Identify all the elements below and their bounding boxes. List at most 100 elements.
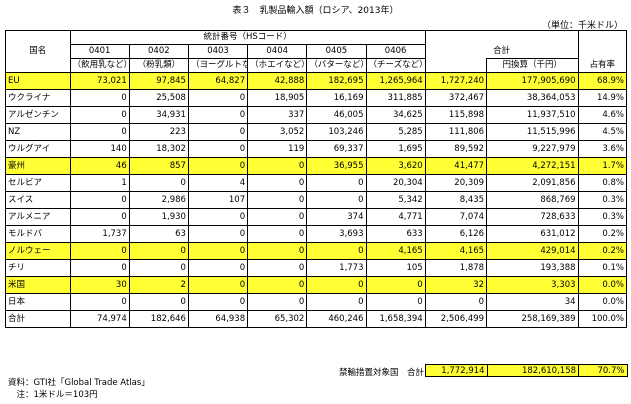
table-row: 日本 0 0 0 0 0 0 0 34 0.0% xyxy=(5,293,628,311)
unit-label: （単位：千米ドル） xyxy=(541,21,623,31)
table-row: EU 73,021 97,845 64,827 42,888 182,695 1,265,9… xyxy=(5,72,628,90)
desc-0403: （ヨーグルトなど） xyxy=(187,58,249,73)
share-cell: 0.2% xyxy=(577,242,628,260)
value-cell: 1,695 xyxy=(365,140,426,158)
value-cell: 18,905 xyxy=(247,89,308,107)
embargo-total: 1,772,914 xyxy=(425,364,488,377)
country-cell: NZ xyxy=(5,123,71,141)
value-cell: 311,885 xyxy=(365,89,426,107)
value-cell: 140 xyxy=(69,140,130,158)
yen-cell: 258,169,389 xyxy=(486,310,579,328)
value-cell: 0 xyxy=(128,242,189,260)
value-cell: 1,265,964 xyxy=(365,72,426,90)
total-cell: 8,435 xyxy=(424,191,488,209)
value-cell: 4,165 xyxy=(365,242,426,260)
value-cell: 0 xyxy=(187,157,249,175)
code-0403: 0403 xyxy=(187,44,249,59)
country-cell: ウルグアイ xyxy=(5,140,71,158)
value-cell: 30 xyxy=(69,276,130,294)
country-cell: ウクライナ xyxy=(5,89,71,107)
table-row: ウルグアイ 140 18,302 0 119 69,337 1,695 89,592 9,227… xyxy=(5,140,628,158)
yen-cell: 38,364,053 xyxy=(486,89,579,107)
desc-0405: （バターなど） xyxy=(306,58,367,73)
share-cell: 4.6% xyxy=(577,106,628,124)
value-cell: 42,888 xyxy=(247,72,308,90)
value-cell: 73,021 xyxy=(69,72,130,90)
value-cell: 0 xyxy=(247,157,308,175)
code-0401: 0401 xyxy=(69,44,130,59)
share-header-spacer xyxy=(577,30,628,45)
table-title: 表３ 乳製品輸入額（ロシア、2013年） xyxy=(232,6,399,16)
total-cell: 4,165 xyxy=(424,242,488,260)
value-cell: 0 xyxy=(247,293,308,311)
value-cell: 0 xyxy=(69,293,130,311)
value-cell: 633 xyxy=(365,225,426,243)
value-cell: 64,827 xyxy=(187,72,249,90)
value-cell: 374 xyxy=(306,208,367,226)
country-cell: 合計 xyxy=(5,310,71,328)
value-cell: 69,337 xyxy=(306,140,367,158)
value-cell: 1,773 xyxy=(306,259,367,277)
embargo-yen: 182,610,158 xyxy=(486,364,580,377)
value-cell: 119 xyxy=(247,140,308,158)
rate-note: 注：1米ドル＝103円 xyxy=(8,390,98,400)
country-cell: 日本 xyxy=(5,293,71,311)
value-cell: 36,955 xyxy=(306,157,367,175)
value-cell: 0 xyxy=(187,225,249,243)
value-cell: 0 xyxy=(69,208,130,226)
share-cell: 4.5% xyxy=(577,123,628,141)
value-cell: 20,304 xyxy=(365,174,426,192)
notes: 資料：GTI社「Global Trade Atlas」 注：1米ドル＝103円 xyxy=(8,377,150,401)
share-cell: 0.3% xyxy=(577,208,628,226)
value-cell: 105 xyxy=(365,259,426,277)
total-usd-header-blank xyxy=(424,58,488,73)
yen-cell: 3,303 xyxy=(486,276,579,294)
value-cell: 223 xyxy=(128,123,189,141)
value-cell: 0 xyxy=(247,225,308,243)
value-cell: 0 xyxy=(365,293,426,311)
value-cell: 0 xyxy=(187,276,249,294)
country-cell: スイス xyxy=(5,191,71,209)
value-cell: 5,342 xyxy=(365,191,426,209)
table-body: EU 73,021 97,845 64,827 42,888 182,695 1,265,9… xyxy=(5,72,628,328)
yen-cell: 728,633 xyxy=(486,208,579,226)
value-cell: 0 xyxy=(187,293,249,311)
total-cell: 0 xyxy=(424,293,488,311)
value-cell: 1,658,394 xyxy=(365,310,426,328)
value-cell: 337 xyxy=(247,106,308,124)
value-cell: 4,771 xyxy=(365,208,426,226)
source-note: 資料：GTI社「Global Trade Atlas」 xyxy=(8,378,150,388)
country-cell: アルメニア xyxy=(5,208,71,226)
value-cell: 0 xyxy=(69,191,130,209)
value-cell: 103,246 xyxy=(306,123,367,141)
share-cell: 0.2% xyxy=(577,225,628,243)
total-cell: 1,878 xyxy=(424,259,488,277)
total-cell: 89,592 xyxy=(424,140,488,158)
value-cell: 0 xyxy=(306,293,367,311)
yen-cell: 868,769 xyxy=(486,191,579,209)
yen-cell: 193,388 xyxy=(486,259,579,277)
table-header: 国名 統計番号（HSコード） 0401 0402 0403 0404 0405 … xyxy=(5,30,628,73)
value-cell: 3,620 xyxy=(365,157,426,175)
yen-header: 円換算（千円） xyxy=(486,58,579,73)
value-cell: 25,508 xyxy=(128,89,189,107)
value-cell: 0 xyxy=(187,242,249,260)
country-cell: EU xyxy=(5,72,71,90)
value-cell: 1 xyxy=(69,174,130,192)
table-row: セルビア 1 0 4 0 0 20,304 20,309 2,091,856 0.8% xyxy=(5,174,628,192)
code-0402: 0402 xyxy=(128,44,189,59)
value-cell: 46 xyxy=(69,157,130,175)
value-cell: 0 xyxy=(69,89,130,107)
value-cell: 857 xyxy=(128,157,189,175)
value-cell: 3,693 xyxy=(306,225,367,243)
value-cell: 0 xyxy=(247,276,308,294)
country-cell: ノルウェー xyxy=(5,242,71,260)
code-0405: 0405 xyxy=(306,44,367,59)
code-0406: 0406 xyxy=(365,44,426,59)
country-cell: セルビア xyxy=(5,174,71,192)
embargo-share: 70.7% xyxy=(578,364,628,377)
value-cell: 1,737 xyxy=(69,225,130,243)
total-cell: 115,898 xyxy=(424,106,488,124)
value-cell: 0 xyxy=(306,174,367,192)
value-cell: 74,974 xyxy=(69,310,130,328)
